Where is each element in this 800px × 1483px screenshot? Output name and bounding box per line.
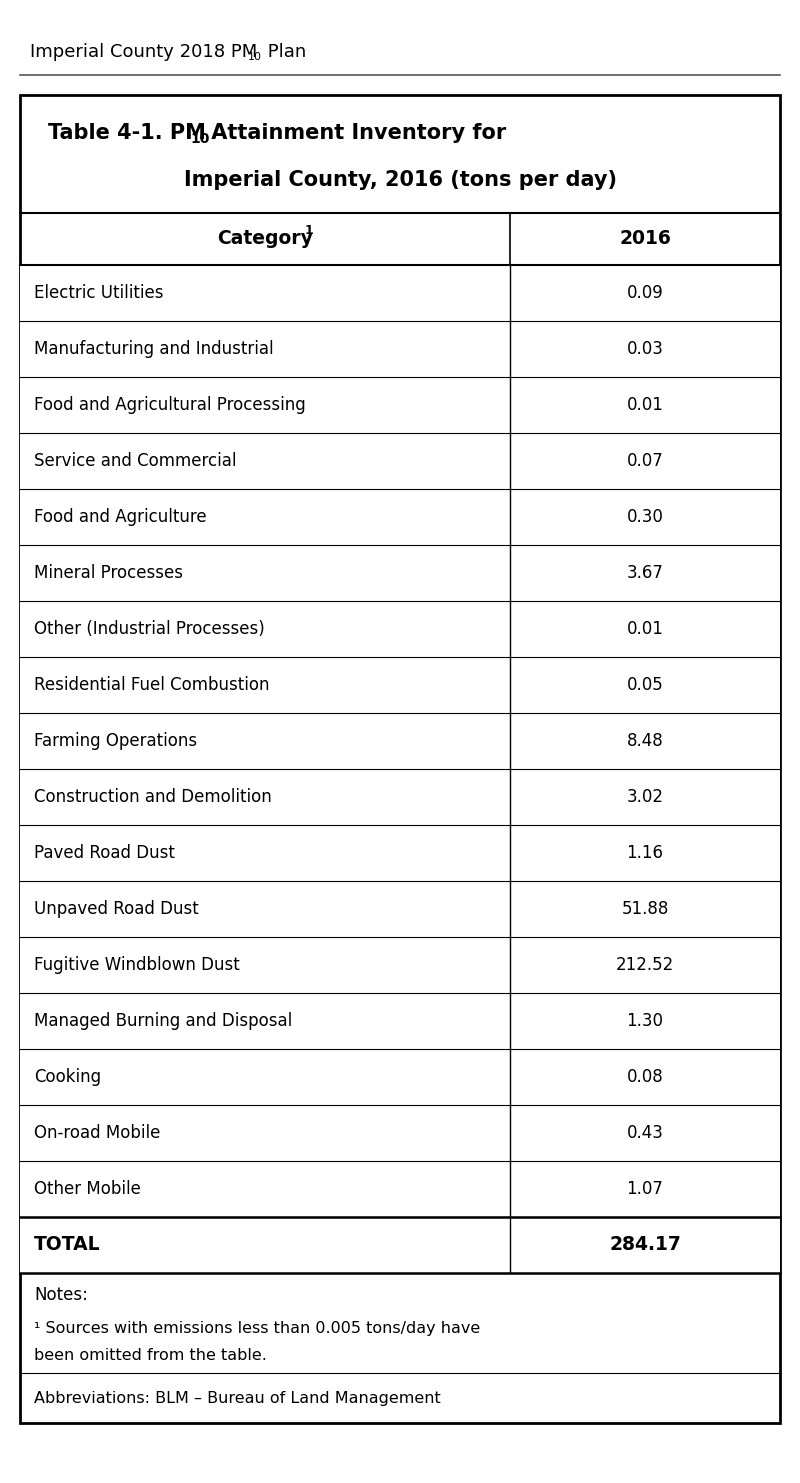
Text: Food and Agricultural Processing: Food and Agricultural Processing <box>34 396 306 414</box>
Text: Service and Commercial: Service and Commercial <box>34 452 237 470</box>
Text: 0.01: 0.01 <box>626 620 663 638</box>
Bar <box>20 713 780 770</box>
Text: TOTAL: TOTAL <box>34 1235 101 1255</box>
Text: 2016: 2016 <box>619 230 671 249</box>
Text: 0.09: 0.09 <box>626 285 663 303</box>
Text: Residential Fuel Combustion: Residential Fuel Combustion <box>34 676 270 694</box>
Text: 0.01: 0.01 <box>626 396 663 414</box>
Text: 10: 10 <box>248 52 262 62</box>
Text: Imperial County 2018 PM: Imperial County 2018 PM <box>30 43 258 61</box>
Text: 0.07: 0.07 <box>626 452 663 470</box>
Bar <box>20 433 780 489</box>
Bar <box>20 1161 780 1218</box>
Text: 0.08: 0.08 <box>626 1068 663 1086</box>
Text: Unpaved Road Dust: Unpaved Road Dust <box>34 900 198 918</box>
Text: 0.03: 0.03 <box>626 340 663 357</box>
Bar <box>20 1218 780 1272</box>
Bar <box>20 544 780 601</box>
Text: Fugitive Windblown Dust: Fugitive Windblown Dust <box>34 957 240 974</box>
Text: Managed Burning and Disposal: Managed Burning and Disposal <box>34 1011 292 1031</box>
Bar <box>20 265 780 320</box>
Text: Category: Category <box>217 230 313 249</box>
Text: On-road Mobile: On-road Mobile <box>34 1124 160 1142</box>
Text: Electric Utilities: Electric Utilities <box>34 285 163 303</box>
Text: Attainment Inventory for: Attainment Inventory for <box>204 123 506 142</box>
Bar <box>20 320 780 377</box>
Text: Table 4-1. PM: Table 4-1. PM <box>48 123 206 142</box>
Text: 0.43: 0.43 <box>626 1124 663 1142</box>
Text: Other (Industrial Processes): Other (Industrial Processes) <box>34 620 265 638</box>
Bar <box>20 937 780 994</box>
Text: Abbreviations: BLM – Bureau of Land Management: Abbreviations: BLM – Bureau of Land Mana… <box>34 1391 441 1406</box>
Text: Notes:: Notes: <box>34 1286 88 1304</box>
Bar <box>20 1105 780 1161</box>
Text: 1.30: 1.30 <box>626 1011 663 1031</box>
Text: ¹ Sources with emissions less than 0.005 tons/day have: ¹ Sources with emissions less than 0.005… <box>34 1320 480 1336</box>
Text: 3.02: 3.02 <box>626 787 663 805</box>
Bar <box>20 825 780 881</box>
Text: 0.05: 0.05 <box>626 676 663 694</box>
Bar <box>20 1048 780 1105</box>
Text: 1.07: 1.07 <box>626 1180 663 1198</box>
Text: 3.67: 3.67 <box>626 564 663 581</box>
Text: 51.88: 51.88 <box>622 900 669 918</box>
Text: Other Mobile: Other Mobile <box>34 1180 141 1198</box>
Bar <box>20 881 780 937</box>
Bar <box>20 489 780 544</box>
Text: Cooking: Cooking <box>34 1068 101 1086</box>
Bar <box>20 95 780 1424</box>
Bar <box>20 770 780 825</box>
Bar <box>20 994 780 1048</box>
Text: 0.30: 0.30 <box>626 509 663 526</box>
Text: Farming Operations: Farming Operations <box>34 733 197 750</box>
Text: Imperial County, 2016 (tons per day): Imperial County, 2016 (tons per day) <box>183 171 617 190</box>
Text: been omitted from the table.: been omitted from the table. <box>34 1348 267 1363</box>
Text: 8.48: 8.48 <box>626 733 663 750</box>
Bar <box>20 377 780 433</box>
Text: Mineral Processes: Mineral Processes <box>34 564 183 581</box>
Text: 1.16: 1.16 <box>626 844 663 862</box>
Text: 1: 1 <box>305 224 314 236</box>
Text: Plan: Plan <box>262 43 306 61</box>
Text: Paved Road Dust: Paved Road Dust <box>34 844 175 862</box>
Text: Manufacturing and Industrial: Manufacturing and Industrial <box>34 340 274 357</box>
Text: 212.52: 212.52 <box>616 957 674 974</box>
Text: Construction and Demolition: Construction and Demolition <box>34 787 272 805</box>
Bar <box>20 657 780 713</box>
Text: 10: 10 <box>190 132 210 145</box>
Bar <box>20 601 780 657</box>
Text: Food and Agriculture: Food and Agriculture <box>34 509 206 526</box>
Text: 284.17: 284.17 <box>609 1235 681 1255</box>
